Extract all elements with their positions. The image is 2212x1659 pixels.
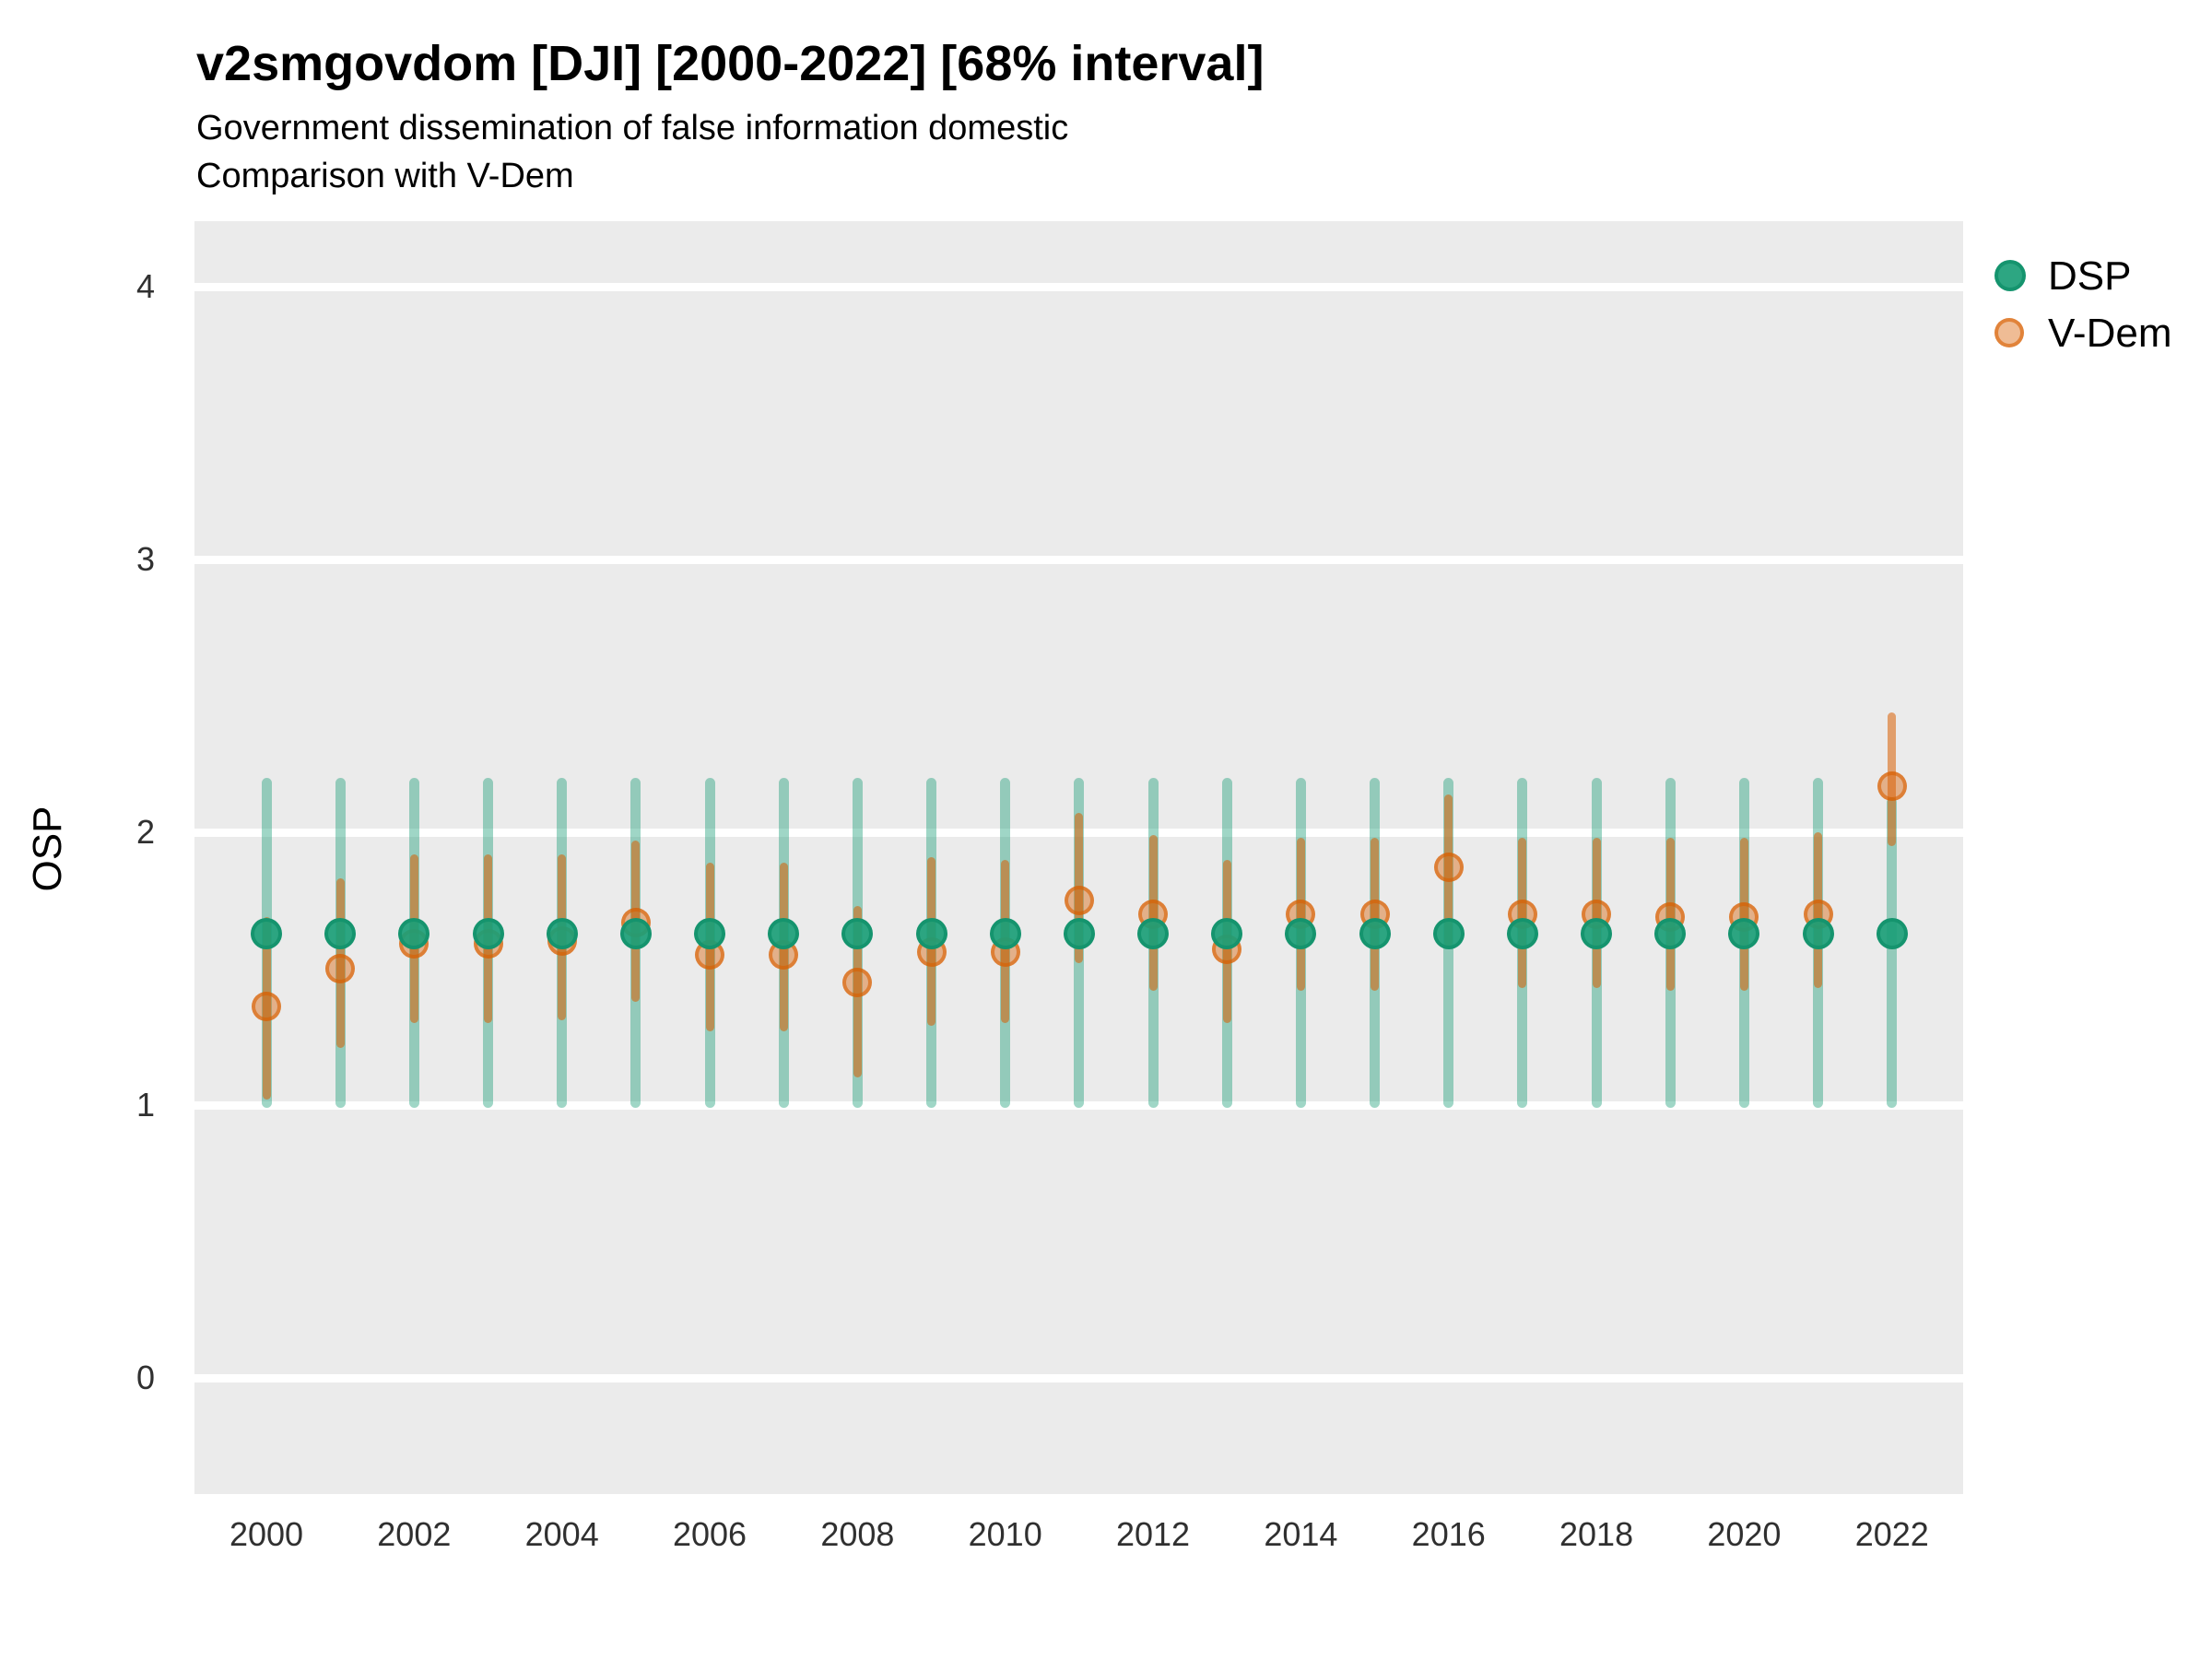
dsp-point-2007 bbox=[768, 917, 800, 949]
dsp-point-2009 bbox=[915, 917, 947, 949]
y-tick-label-2: 2 bbox=[135, 813, 155, 851]
x-tick-label-2004: 2004 bbox=[524, 1515, 599, 1553]
gridline-y-1 bbox=[194, 1100, 1963, 1110]
vdem-point-2022 bbox=[1877, 771, 1907, 801]
dsp-point-2013 bbox=[1211, 917, 1243, 949]
dsp-point-2000 bbox=[251, 917, 282, 949]
vdem-point-2008 bbox=[842, 967, 873, 997]
dsp-point-2003 bbox=[472, 917, 504, 949]
dsp-point-2012 bbox=[1137, 917, 1170, 949]
dsp-point-2008 bbox=[841, 917, 874, 949]
x-tick-label-2016: 2016 bbox=[1411, 1515, 1486, 1553]
dsp-point-2018 bbox=[1581, 917, 1613, 949]
y-tick-label-1: 1 bbox=[135, 1086, 155, 1124]
dsp-point-2016 bbox=[1432, 917, 1465, 949]
y-tick-label-0: 0 bbox=[135, 1359, 155, 1396]
x-tick-label-2012: 2012 bbox=[1115, 1515, 1191, 1553]
dsp-point-2001 bbox=[324, 917, 357, 949]
chart-subtitle-line1: Government dissemination of false inform… bbox=[196, 109, 1069, 147]
chart-title: v2smgovdom [DJI] [2000-2022] [68% interv… bbox=[196, 36, 1265, 91]
dsp-interval-2022 bbox=[1887, 796, 1898, 1108]
vdem-point-2000 bbox=[252, 992, 281, 1022]
dsp-point-2017 bbox=[1506, 917, 1538, 949]
vdem-point-2016 bbox=[1433, 853, 1464, 883]
dsp-point-2010 bbox=[989, 917, 1021, 949]
x-tick-label-2008: 2008 bbox=[820, 1515, 895, 1553]
dsp-point-2020 bbox=[1728, 917, 1760, 949]
dsp-point-2014 bbox=[1285, 917, 1317, 949]
gridline-y-4 bbox=[194, 282, 1963, 291]
dsp-point-2006 bbox=[694, 917, 726, 949]
gridline-y-0 bbox=[194, 1373, 1963, 1382]
legend-label-dsp: DSP bbox=[2048, 253, 2132, 299]
dsp-point-2011 bbox=[1063, 917, 1095, 949]
x-tick-label-2006: 2006 bbox=[672, 1515, 747, 1553]
gridline-y-3 bbox=[194, 555, 1963, 564]
y-axis-title: OSP bbox=[25, 806, 70, 892]
dsp-point-2021 bbox=[1802, 917, 1834, 949]
dsp-point-2019 bbox=[1654, 917, 1687, 949]
dsp-point-2015 bbox=[1359, 917, 1391, 949]
dsp-point-2002 bbox=[398, 917, 430, 949]
x-tick-label-2022: 2022 bbox=[1854, 1515, 1929, 1553]
chart-subtitle-line2: Comparison with V-Dem bbox=[196, 157, 574, 195]
legend-label-vdem: V-Dem bbox=[2048, 311, 2172, 356]
dsp-point-2004 bbox=[546, 917, 578, 949]
x-tick-label-2010: 2010 bbox=[968, 1515, 1042, 1553]
x-tick-label-2000: 2000 bbox=[229, 1515, 304, 1553]
plot-panel bbox=[194, 221, 1963, 1494]
dsp-point-2022 bbox=[1876, 917, 1908, 949]
x-tick-label-2018: 2018 bbox=[1559, 1515, 1634, 1553]
x-tick-label-2014: 2014 bbox=[1264, 1515, 1338, 1553]
x-tick-label-2002: 2002 bbox=[377, 1515, 452, 1553]
y-tick-label-4: 4 bbox=[135, 267, 155, 305]
vdem-point-2001 bbox=[325, 954, 356, 983]
dsp-point-2005 bbox=[619, 917, 652, 949]
vdem-point-2011 bbox=[1064, 886, 1094, 915]
y-tick-label-3: 3 bbox=[135, 540, 155, 578]
x-tick-label-2020: 2020 bbox=[1707, 1515, 1782, 1553]
